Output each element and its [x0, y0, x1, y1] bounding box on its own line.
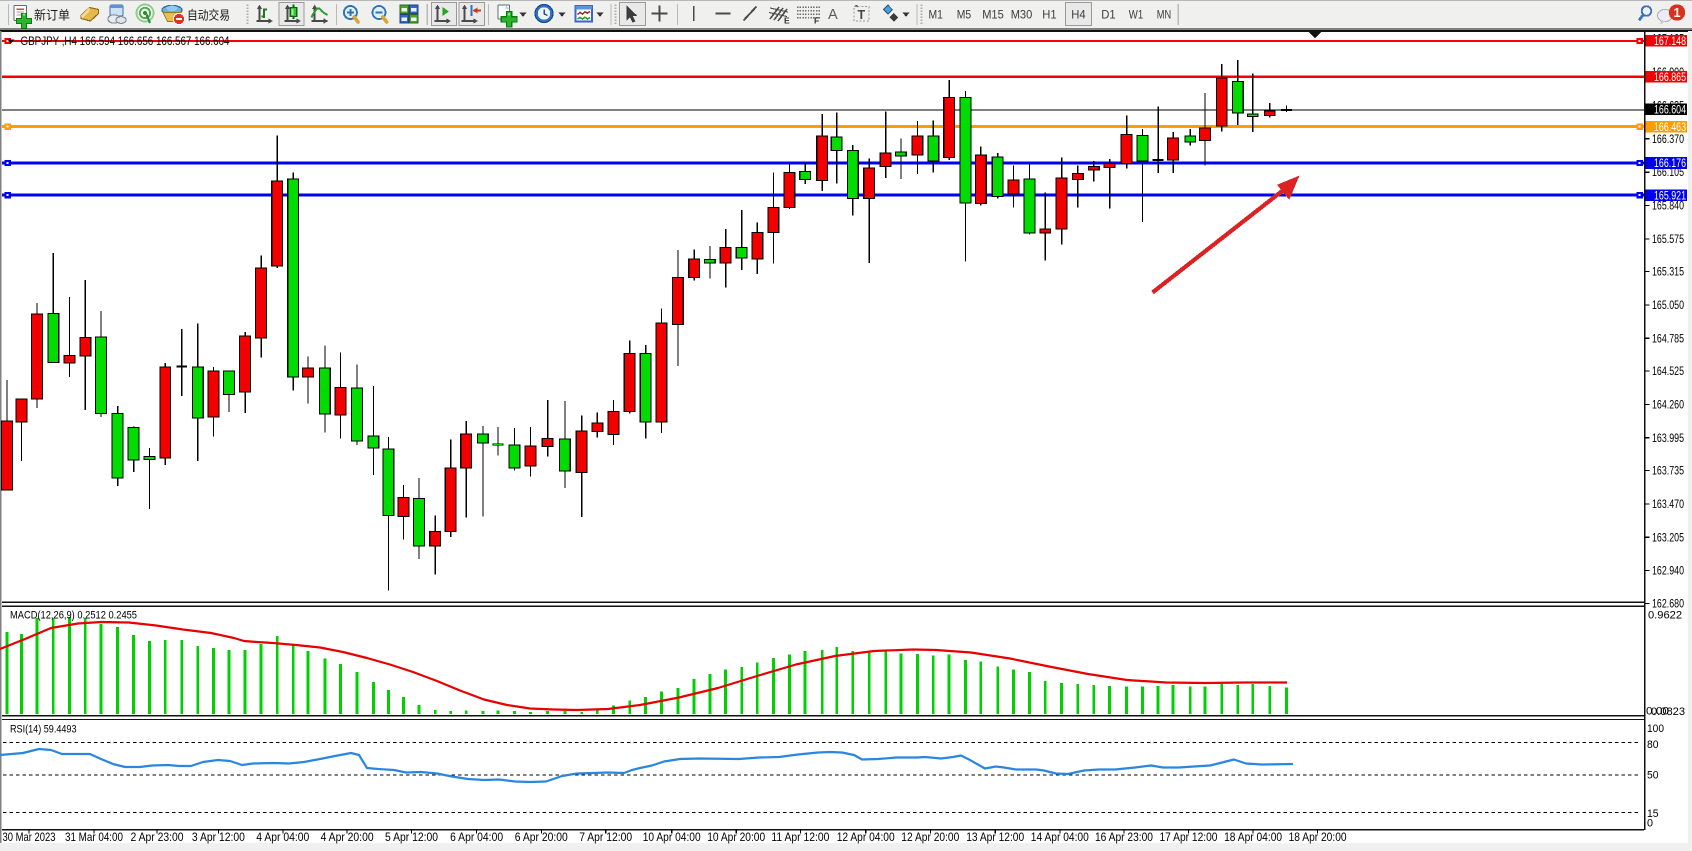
svg-text:15: 15: [1647, 808, 1659, 820]
svg-text:MN: MN: [1157, 7, 1171, 21]
svg-text:166.370: 166.370: [1652, 133, 1684, 146]
svg-text:新订单: 新订单: [34, 8, 70, 23]
svg-text:10 Apr 04:00: 10 Apr 04:00: [643, 831, 701, 844]
svg-text:H1: H1: [1042, 7, 1056, 21]
svg-text:4 Apr 04:00: 4 Apr 04:00: [256, 831, 309, 844]
svg-text:0: 0: [1647, 818, 1653, 830]
svg-text:80: 80: [1647, 739, 1659, 751]
svg-text:100: 100: [1647, 723, 1664, 735]
svg-text:10 Apr 20:00: 10 Apr 20:00: [707, 831, 765, 844]
svg-text:M30: M30: [1011, 7, 1033, 21]
svg-text:T: T: [858, 8, 866, 22]
svg-text:165.050: 165.050: [1652, 299, 1684, 312]
svg-text:166.105: 166.105: [1652, 166, 1684, 179]
svg-text:165.315: 165.315: [1652, 266, 1684, 279]
svg-text:GBPJPY ,H4 166.594 166.656 16: GBPJPY ,H4 166.594 166.656 166.567 166.6…: [21, 35, 230, 48]
svg-text:A: A: [828, 7, 838, 23]
svg-text:166.604: 166.604: [1654, 104, 1686, 117]
svg-text:165.921: 165.921: [1654, 190, 1686, 203]
svg-text:1: 1: [1673, 6, 1680, 20]
svg-text:E: E: [784, 16, 790, 26]
svg-text:163.735: 163.735: [1652, 465, 1684, 478]
svg-text:162.940: 162.940: [1652, 565, 1684, 578]
svg-text:11 Apr 12:00: 11 Apr 12:00: [771, 831, 829, 844]
svg-text:自动交易: 自动交易: [187, 8, 230, 23]
svg-text:12 Apr 04:00: 12 Apr 04:00: [837, 831, 895, 844]
svg-text:H4: H4: [1071, 7, 1086, 21]
svg-text:M1: M1: [929, 7, 943, 21]
svg-text:3 Apr 12:00: 3 Apr 12:00: [192, 831, 245, 844]
svg-text:18 Apr 04:00: 18 Apr 04:00: [1224, 831, 1282, 844]
svg-text:50: 50: [1647, 770, 1659, 782]
svg-text:5 Apr 12:00: 5 Apr 12:00: [385, 831, 438, 844]
svg-text:MACD(12,26,9) 0.2512 0.2455: MACD(12,26,9) 0.2512 0.2455: [10, 609, 137, 621]
svg-text:6 Apr 20:00: 6 Apr 20:00: [515, 831, 568, 844]
svg-text:6 Apr 04:00: 6 Apr 04:00: [450, 831, 503, 844]
svg-text:165.840: 165.840: [1652, 200, 1684, 213]
svg-text:163.995: 163.995: [1652, 432, 1684, 445]
svg-text:14 Apr 04:00: 14 Apr 04:00: [1031, 831, 1089, 844]
svg-text:163.205: 163.205: [1652, 531, 1684, 544]
svg-text:166.865: 166.865: [1654, 71, 1686, 84]
svg-text:7 Apr 12:00: 7 Apr 12:00: [579, 831, 632, 844]
svg-text:166.463: 166.463: [1654, 121, 1686, 134]
svg-text:12 Apr 20:00: 12 Apr 20:00: [901, 831, 959, 844]
svg-text:163.470: 163.470: [1652, 498, 1684, 511]
svg-text:30 Mar 2023: 30 Mar 2023: [3, 831, 56, 844]
svg-text:31 Mar 04:00: 31 Mar 04:00: [65, 831, 123, 844]
svg-text:166.176: 166.176: [1654, 157, 1686, 170]
svg-text:165.575: 165.575: [1652, 233, 1684, 246]
svg-text:W1: W1: [1129, 7, 1143, 21]
svg-text:0.00: 0.00: [1646, 706, 1669, 718]
svg-text:18 Apr 20:00: 18 Apr 20:00: [1289, 831, 1347, 844]
svg-text:0.0823: 0.0823: [1651, 706, 1685, 718]
svg-text:M5: M5: [957, 7, 972, 21]
svg-text:16 Apr 23:00: 16 Apr 23:00: [1095, 831, 1153, 844]
svg-text:164.525: 164.525: [1652, 365, 1684, 378]
svg-text:2 Apr 23:00: 2 Apr 23:00: [131, 831, 184, 844]
svg-text:F: F: [814, 16, 819, 26]
svg-text:4 Apr 20:00: 4 Apr 20:00: [321, 831, 374, 844]
svg-text:17 Apr 12:00: 17 Apr 12:00: [1160, 831, 1218, 844]
svg-text:162.680: 162.680: [1652, 597, 1684, 610]
svg-text:RSI(14) 59.4493: RSI(14) 59.4493: [10, 724, 77, 736]
svg-text:164.785: 164.785: [1652, 332, 1684, 345]
svg-text:M15: M15: [982, 7, 1004, 21]
svg-text:164.260: 164.260: [1652, 398, 1684, 411]
svg-text:D1: D1: [1101, 7, 1115, 21]
svg-text:13 Apr 12:00: 13 Apr 12:00: [966, 831, 1024, 844]
svg-text:0.9622: 0.9622: [1648, 610, 1682, 622]
svg-text:167.148: 167.148: [1654, 35, 1686, 48]
